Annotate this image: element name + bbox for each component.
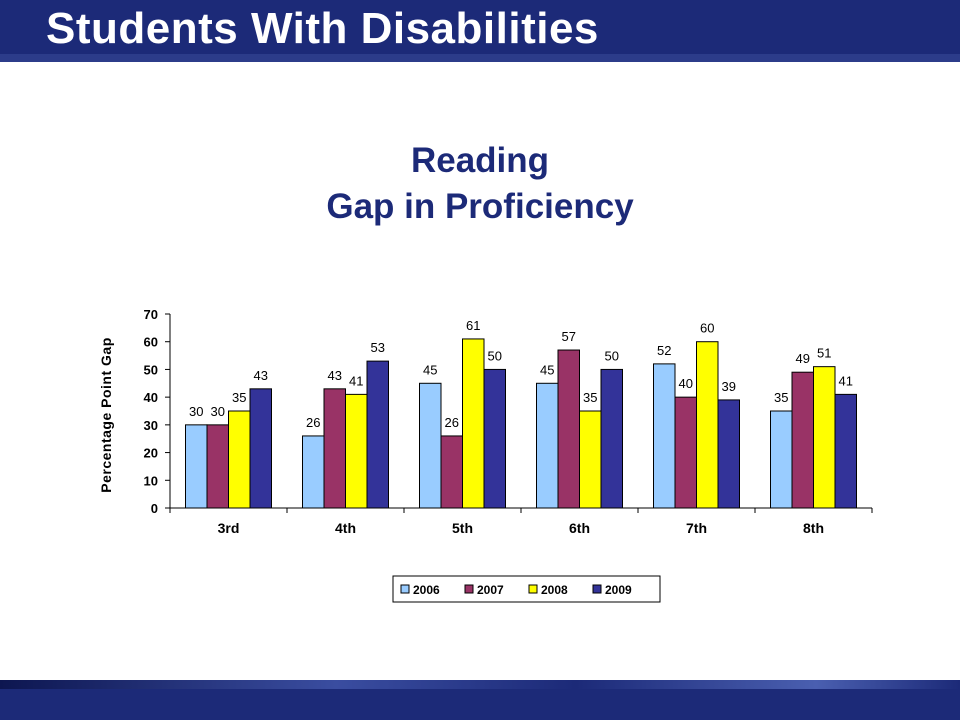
data-label: 30 <box>211 404 225 419</box>
data-label: 30 <box>189 404 203 419</box>
legend-swatch-2009 <box>592 584 602 594</box>
bar-2006-3rd <box>185 424 208 509</box>
data-label: 61 <box>466 318 480 333</box>
data-label: 49 <box>796 351 810 366</box>
x-tick-label: 5th <box>452 520 473 536</box>
y-tick-label: 20 <box>144 446 158 461</box>
data-label: 41 <box>839 373 853 388</box>
bar-2007-4th <box>323 388 346 509</box>
title-bar-shade <box>0 54 960 62</box>
legend-box <box>392 575 661 603</box>
bar-2006-8th <box>770 410 793 509</box>
y-axis-title: Percentage Point Gap <box>98 337 114 492</box>
chart-title: Reading <box>410 141 550 180</box>
legend-label-2006: 2006 <box>413 583 440 597</box>
bar-2008-5th <box>462 338 485 509</box>
bar-2006-7th <box>653 363 676 509</box>
chart-heading: Reading Gap in Proficiency <box>0 138 960 230</box>
x-tick-label: 7th <box>686 520 707 536</box>
data-label: 53 <box>371 340 385 355</box>
legend-label-2008: 2008 <box>541 583 568 597</box>
y-tick-label: 30 <box>144 418 158 433</box>
bar-2007-5th <box>440 435 463 509</box>
bar-2007-3rd <box>206 424 229 509</box>
chart-legend: 2006 2007 2008 2009 <box>392 575 661 603</box>
slide-title: Students With Disabilities <box>46 4 599 53</box>
bar-2008-7th <box>696 341 719 509</box>
y-tick-label: 10 <box>144 473 158 488</box>
y-tick-label: 70 <box>144 307 158 322</box>
legend-swatch-2008 <box>528 584 538 594</box>
legend-swatch-2006 <box>400 584 410 594</box>
bar-2006-5th <box>419 382 442 509</box>
bar-2007-6th <box>557 349 580 509</box>
x-tick-label: 4th <box>335 520 356 536</box>
chart-data-labels: 30 30 35 43 26 43 41 53 45 26 61 50 45 57 35 50 52 40 60 39… <box>189 318 853 430</box>
data-label: 52 <box>657 343 671 358</box>
x-tick-label: 3rd <box>218 520 240 536</box>
bar-2009-5th <box>483 368 506 509</box>
y-tick-label: 60 <box>144 335 158 350</box>
chart-axes: 0 10 20 30 40 50 60 70 Percentage Point Gap 3rd 4t… <box>98 307 873 536</box>
data-label: 51 <box>817 346 831 361</box>
bar-2008-8th <box>813 366 836 509</box>
legend-swatch-2007 <box>464 584 474 594</box>
footer-bar <box>0 680 960 720</box>
data-label: 35 <box>232 390 246 405</box>
data-label: 43 <box>328 368 342 383</box>
bar-2007-8th <box>791 371 814 509</box>
data-label: 43 <box>254 368 268 383</box>
data-label: 57 <box>562 329 576 344</box>
data-label: 40 <box>679 376 693 391</box>
data-label: 26 <box>445 415 459 430</box>
x-tick-label: 8th <box>803 520 824 536</box>
bar-2008-6th <box>579 410 602 509</box>
legend-label-2009: 2009 <box>605 583 632 597</box>
bar-2009-7th <box>717 399 740 509</box>
data-label: 50 <box>488 348 502 363</box>
bar-2009-6th <box>600 368 623 509</box>
data-label: 45 <box>540 362 554 377</box>
data-label: 41 <box>349 373 363 388</box>
bar-2006-4th <box>302 435 325 509</box>
data-label: 45 <box>423 362 437 377</box>
y-tick-label: 40 <box>144 390 158 405</box>
footer-stripe <box>0 680 960 689</box>
data-label: 39 <box>722 379 736 394</box>
title-bar: Students With Disabilities <box>0 0 960 62</box>
data-label: 26 <box>306 415 320 430</box>
bar-2009-3rd <box>249 388 272 509</box>
y-tick-label: 0 <box>151 501 158 516</box>
data-label: 35 <box>583 390 597 405</box>
bar-2008-3rd <box>228 410 251 509</box>
legend-label-2007: 2007 <box>477 583 504 597</box>
bar-2007-7th <box>674 396 697 509</box>
data-label: 50 <box>605 348 619 363</box>
bar-2009-8th <box>834 393 857 509</box>
data-label: 35 <box>774 390 788 405</box>
bar-2008-4th <box>345 393 368 509</box>
bar-2009-4th <box>366 360 389 509</box>
y-tick-label: 50 <box>144 362 158 377</box>
x-tick-label: 6th <box>569 520 590 536</box>
data-label: 60 <box>700 321 714 336</box>
chart-bars <box>185 338 857 509</box>
chart-subtitle: Gap in Proficiency <box>326 187 634 226</box>
bar-2006-6th <box>536 382 559 509</box>
